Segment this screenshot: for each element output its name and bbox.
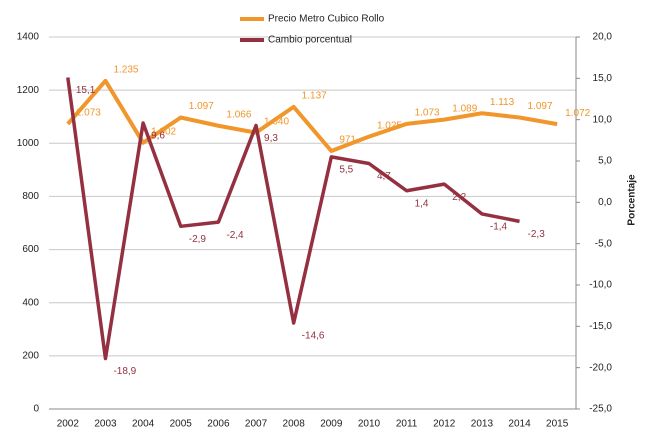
data-label: 1.025 bbox=[377, 120, 402, 131]
y-tick-label: 0 bbox=[33, 404, 39, 415]
data-label: -1,4 bbox=[490, 222, 508, 233]
x-tick-label: 2011 bbox=[396, 419, 418, 430]
data-label: 1.073 bbox=[415, 108, 440, 119]
data-label: 1.072 bbox=[565, 108, 590, 119]
data-label: 1.089 bbox=[452, 103, 477, 114]
data-label: 1.073 bbox=[76, 108, 101, 119]
x-tick-label: 2012 bbox=[433, 419, 456, 430]
data-label: 1.235 bbox=[113, 64, 138, 75]
y2-tick-label: 0,0 bbox=[598, 197, 612, 208]
x-tick-label: 2006 bbox=[207, 419, 230, 430]
data-label: -2,4 bbox=[226, 230, 244, 241]
y2-tick-label: 10,0 bbox=[593, 114, 613, 125]
x-tick-label: 2003 bbox=[94, 419, 117, 430]
data-label: 4,7 bbox=[377, 171, 391, 182]
y-tick-label: 200 bbox=[22, 350, 39, 361]
y-tick-label: 1400 bbox=[17, 32, 40, 43]
data-label: 2,2 bbox=[452, 192, 466, 203]
data-label: -18,9 bbox=[113, 366, 136, 377]
y2-tick-label: 15,0 bbox=[593, 73, 613, 84]
y2-tick-label: -10,0 bbox=[589, 280, 612, 291]
x-tick-label: 2008 bbox=[283, 419, 306, 430]
y2-tick-label: -20,0 bbox=[589, 362, 612, 373]
y2-tick-label: -5,0 bbox=[595, 238, 613, 249]
x-tick-label: 2002 bbox=[57, 419, 80, 430]
legend-label: Precio Metro Cubico Rollo bbox=[268, 14, 385, 25]
data-label: 1.097 bbox=[189, 101, 214, 112]
x-tick-label: 2014 bbox=[508, 419, 531, 430]
x-tick-label: 2010 bbox=[358, 419, 381, 430]
data-label: -2,9 bbox=[189, 234, 207, 245]
data-label: 1.097 bbox=[528, 101, 553, 112]
data-label: -2,3 bbox=[528, 229, 546, 240]
x-tick-label: 2013 bbox=[471, 419, 494, 430]
y2-tick-label: 5,0 bbox=[598, 156, 612, 167]
data-label: 9,3 bbox=[264, 133, 278, 144]
y-tick-label: 600 bbox=[22, 244, 39, 255]
y-tick-label: 1200 bbox=[17, 85, 40, 96]
x-tick-label: 2007 bbox=[245, 419, 268, 430]
y-tick-label: 800 bbox=[22, 191, 39, 202]
data-label: 5,5 bbox=[339, 165, 353, 176]
series-line bbox=[66, 77, 520, 361]
data-label: 1.113 bbox=[490, 97, 515, 108]
data-label: 1,4 bbox=[415, 198, 429, 209]
data-label: -14,6 bbox=[302, 331, 325, 342]
x-tick-label: 2009 bbox=[320, 419, 343, 430]
data-label: 971 bbox=[339, 135, 356, 146]
y2-tick-label: -25,0 bbox=[589, 404, 612, 415]
y2-axis-label: Porcentaje bbox=[627, 174, 638, 226]
data-label: 1.066 bbox=[226, 109, 251, 120]
data-label: 1.137 bbox=[302, 91, 327, 102]
x-tick-label: 2015 bbox=[546, 419, 569, 430]
y2-tick-label: -15,0 bbox=[589, 321, 612, 332]
legend-label: Cambio porcentual bbox=[268, 35, 352, 46]
y2-tick-label: 20,0 bbox=[593, 32, 613, 43]
data-label: 1.002 bbox=[151, 126, 176, 137]
y-tick-label: 400 bbox=[22, 297, 39, 308]
x-tick-label: 2004 bbox=[132, 419, 155, 430]
data-label: 15,1 bbox=[76, 85, 96, 96]
y-tick-label: 1000 bbox=[17, 138, 40, 149]
data-label: 9,6 bbox=[151, 131, 165, 142]
data-label: 1.040 bbox=[264, 116, 289, 127]
x-tick-label: 2005 bbox=[170, 419, 193, 430]
